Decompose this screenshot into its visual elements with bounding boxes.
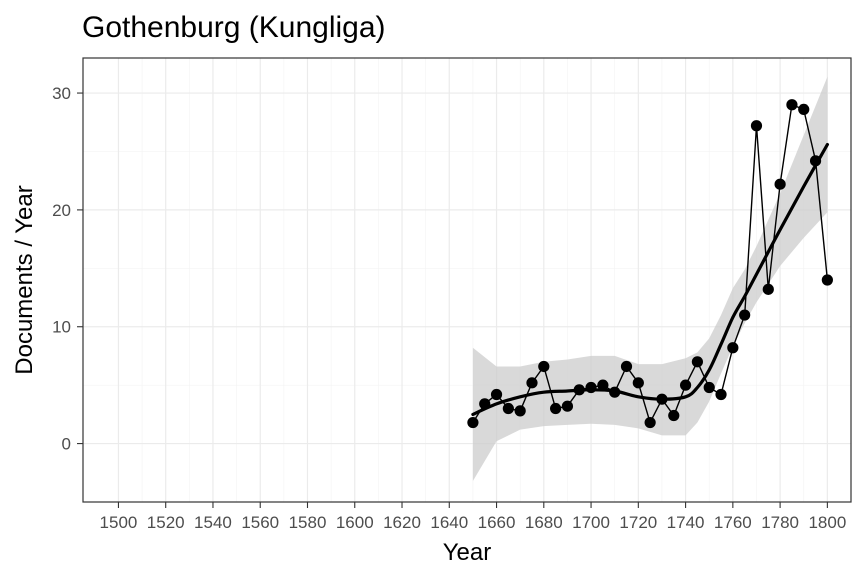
data-point (550, 402, 562, 415)
data-point (644, 416, 656, 429)
y-tick-label: 10 (52, 318, 71, 337)
y-tick-label: 30 (52, 84, 71, 103)
y-axis-title: Documents / Year (11, 185, 38, 374)
x-tick-label: 1600 (336, 513, 374, 532)
data-point (668, 409, 680, 422)
data-point (502, 402, 514, 415)
smooth-line (471, 142, 829, 416)
smooth-fit (471, 142, 829, 416)
data-point (809, 155, 822, 167)
x-tick-label: 1620 (383, 513, 421, 532)
x-tick-label: 1660 (478, 513, 516, 532)
x-tick-label: 1780 (761, 513, 799, 532)
y-tick-label: 20 (52, 201, 71, 220)
data-point (479, 398, 491, 410)
x-axis-title: Year (443, 539, 492, 566)
data-point (538, 360, 550, 373)
data-point (490, 388, 503, 401)
data-point (609, 386, 621, 398)
x-tick-label: 1680 (525, 513, 563, 532)
data-point (727, 342, 739, 354)
data-point (786, 99, 798, 111)
data-point (691, 356, 704, 368)
data-point (821, 274, 833, 286)
data-point (585, 381, 597, 394)
x-tick-label: 1640 (430, 513, 468, 532)
data-point (632, 377, 644, 389)
y-axis: 0 10 20 30 (52, 84, 83, 454)
data-point (715, 388, 727, 401)
x-tick-label: 1560 (241, 513, 279, 532)
grid (83, 58, 851, 503)
data-point (762, 283, 774, 295)
x-tick-label: 1500 (100, 513, 138, 532)
x-tick-label: 1540 (194, 513, 232, 532)
chart-title: Gothenburg (Kungliga) (82, 11, 386, 44)
data-point (467, 416, 479, 429)
data-point (679, 379, 692, 391)
confidence-band (472, 76, 828, 481)
x-tick-label: 1800 (808, 513, 846, 532)
x-tick-label: 1740 (667, 513, 705, 532)
data-point (750, 120, 763, 132)
data-point (597, 379, 609, 391)
y-tick-label: 0 (62, 435, 71, 454)
data-point (774, 178, 786, 190)
x-tick-label: 1520 (147, 513, 185, 532)
x-axis: 1500 1520 1540 1560 1580 1600 1620 1640 1660 1680… (100, 502, 846, 532)
data-point (739, 309, 751, 321)
confidence-band-area (472, 76, 828, 481)
data-point (573, 384, 585, 396)
data-points (467, 99, 833, 429)
data-point (656, 393, 668, 405)
data-point (620, 360, 633, 373)
data-point (526, 377, 538, 389)
data-point (561, 400, 574, 412)
x-tick-label: 1760 (714, 513, 752, 532)
x-tick-label: 1720 (619, 513, 657, 532)
x-tick-label: 1700 (572, 513, 610, 532)
data-point (514, 405, 526, 417)
data-point (798, 103, 810, 116)
plot-panel (82, 57, 852, 503)
x-tick-label: 1580 (289, 513, 327, 532)
data-point (703, 381, 715, 394)
